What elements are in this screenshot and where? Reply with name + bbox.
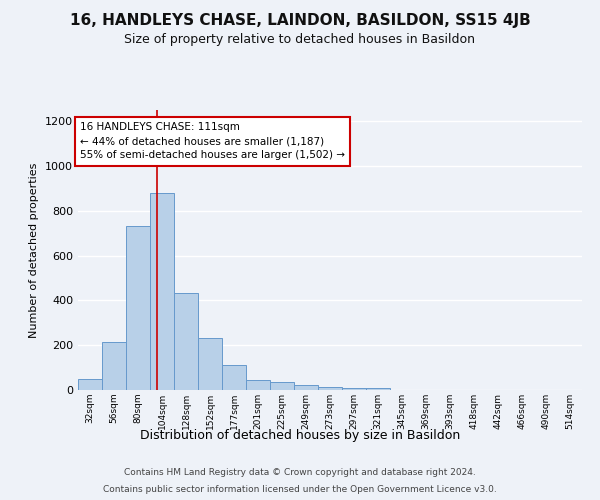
Bar (319, 388, 341, 390)
Text: 16 HANDLEYS CHASE: 111sqm
← 44% of detached houses are smaller (1,187)
55% of se: 16 HANDLEYS CHASE: 111sqm ← 44% of detac… (80, 122, 345, 160)
Bar (271, 382, 293, 390)
Text: Contains public sector information licensed under the Open Government Licence v3: Contains public sector information licen… (103, 484, 497, 494)
Bar (79, 379, 101, 390)
Bar (175, 292, 197, 390)
Bar (199, 338, 221, 390)
Bar (103, 342, 125, 390)
Bar (127, 226, 149, 390)
Y-axis label: Number of detached properties: Number of detached properties (29, 162, 40, 338)
Bar (295, 385, 317, 390)
Bar (223, 366, 245, 390)
Bar (151, 193, 173, 390)
Bar (247, 380, 269, 390)
Bar (343, 388, 365, 390)
Text: Size of property relative to detached houses in Basildon: Size of property relative to detached ho… (125, 32, 476, 46)
Text: 16, HANDLEYS CHASE, LAINDON, BASILDON, SS15 4JB: 16, HANDLEYS CHASE, LAINDON, BASILDON, S… (70, 12, 530, 28)
Text: Distribution of detached houses by size in Basildon: Distribution of detached houses by size … (140, 428, 460, 442)
Text: Contains HM Land Registry data © Crown copyright and database right 2024.: Contains HM Land Registry data © Crown c… (124, 468, 476, 477)
Bar (367, 388, 389, 390)
